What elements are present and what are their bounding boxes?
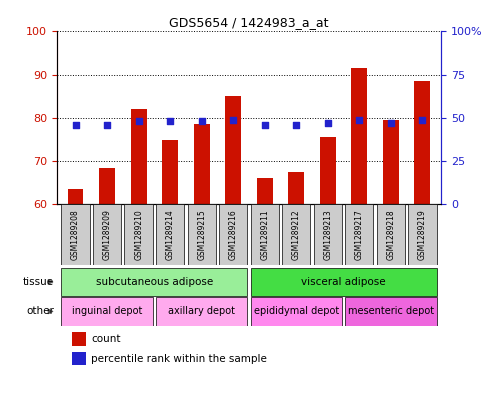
Bar	[162, 140, 178, 204]
Bar	[225, 96, 241, 204]
Text: GSM1289212: GSM1289212	[292, 209, 301, 260]
Bar	[345, 204, 374, 265]
Text: count: count	[91, 334, 121, 344]
Text: tissue: tissue	[23, 277, 54, 287]
Bar	[62, 297, 153, 325]
Bar	[99, 167, 115, 204]
Bar	[72, 332, 86, 346]
Bar	[250, 204, 279, 265]
Text: GSM1289214: GSM1289214	[166, 209, 175, 260]
Bar	[408, 204, 436, 265]
Bar	[62, 268, 247, 296]
Title: GDS5654 / 1424983_a_at: GDS5654 / 1424983_a_at	[169, 16, 329, 29]
Text: subcutaneous adipose: subcutaneous adipose	[96, 277, 213, 287]
Bar	[345, 297, 436, 325]
Text: GSM1289218: GSM1289218	[387, 209, 395, 260]
Bar	[250, 268, 436, 296]
Bar	[68, 189, 83, 204]
Text: percentile rank within the sample: percentile rank within the sample	[91, 354, 267, 364]
Bar	[314, 204, 342, 265]
Point	[135, 118, 142, 125]
Bar	[282, 204, 311, 265]
Text: axillary depot: axillary depot	[168, 307, 235, 316]
Bar	[288, 172, 304, 204]
Point	[103, 122, 111, 128]
Point	[324, 120, 332, 126]
Point	[166, 118, 174, 125]
Bar	[383, 120, 399, 204]
Point	[387, 120, 395, 126]
Bar	[219, 204, 247, 265]
Point	[198, 118, 206, 125]
Text: epididymal depot: epididymal depot	[253, 307, 339, 316]
Text: visceral adipose: visceral adipose	[301, 277, 386, 287]
Text: other: other	[26, 307, 54, 316]
Text: GSM1289215: GSM1289215	[197, 209, 206, 260]
Text: GSM1289213: GSM1289213	[323, 209, 332, 260]
Bar	[352, 68, 367, 204]
Bar	[131, 109, 146, 204]
Bar	[194, 124, 210, 204]
Point	[229, 116, 237, 123]
Text: GSM1289209: GSM1289209	[103, 209, 111, 260]
Point	[71, 122, 79, 128]
Text: GSM1289210: GSM1289210	[134, 209, 143, 260]
Text: GSM1289217: GSM1289217	[355, 209, 364, 260]
Text: inguinal depot: inguinal depot	[72, 307, 142, 316]
Text: GSM1289211: GSM1289211	[260, 209, 269, 260]
Bar	[72, 352, 86, 365]
Text: mesenteric depot: mesenteric depot	[348, 307, 434, 316]
Bar	[62, 204, 90, 265]
Bar	[93, 204, 121, 265]
Text: GSM1289208: GSM1289208	[71, 209, 80, 260]
Bar	[156, 204, 184, 265]
Bar	[156, 297, 247, 325]
Point	[355, 116, 363, 123]
Bar	[377, 204, 405, 265]
Point	[292, 122, 300, 128]
Bar	[187, 204, 216, 265]
Text: GSM1289219: GSM1289219	[418, 209, 427, 260]
Point	[261, 122, 269, 128]
Point	[419, 116, 426, 123]
Bar	[124, 204, 153, 265]
Bar	[257, 178, 273, 204]
Bar	[320, 137, 336, 204]
Bar	[415, 81, 430, 204]
Bar	[250, 297, 342, 325]
Text: GSM1289216: GSM1289216	[229, 209, 238, 260]
